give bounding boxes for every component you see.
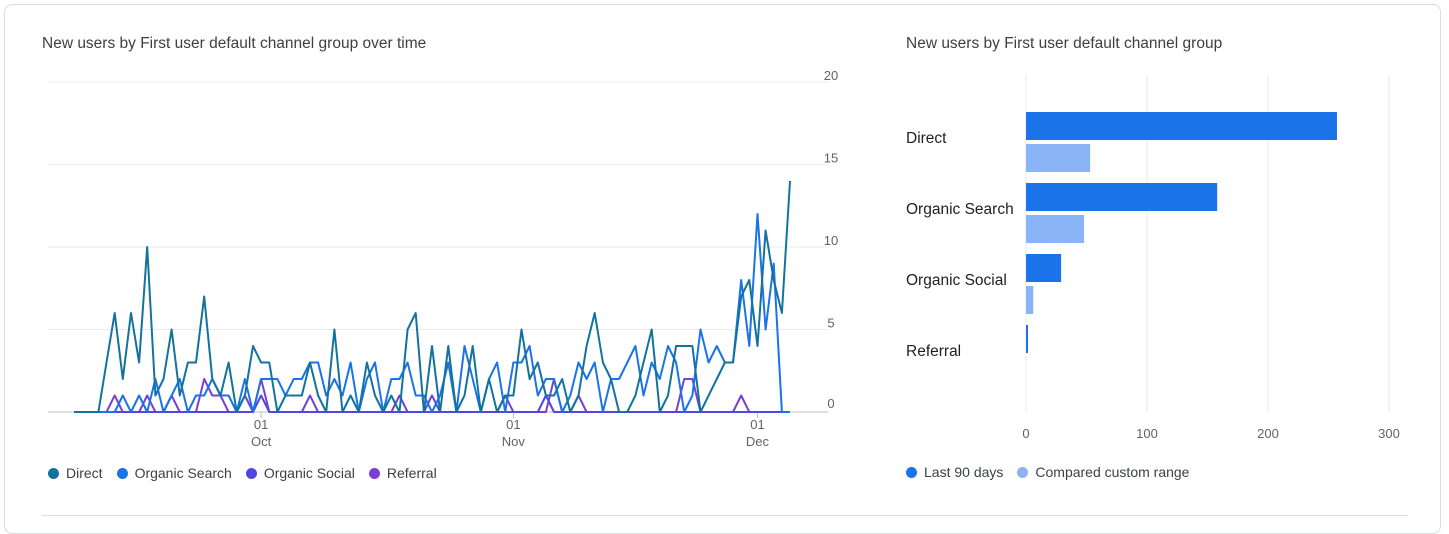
series-line-organic-search[interactable] <box>74 213 790 413</box>
legend-item-last-90-days[interactable]: Last 90 days <box>906 464 1003 480</box>
divider <box>42 515 1408 516</box>
y-tick-label: 5 <box>827 316 834 331</box>
bar-organic-search-compared-custom-range[interactable] <box>1026 215 1085 243</box>
category-label: Referral <box>906 343 961 360</box>
category-label: Direct <box>906 130 947 147</box>
category-label: Organic Search <box>906 201 1014 218</box>
x-tick-label: 100 <box>1136 426 1158 441</box>
legend-swatch <box>116 467 128 479</box>
legend-swatch <box>1017 466 1029 478</box>
legend-label: Compared custom range <box>1035 464 1190 480</box>
x-tick-month: Dec <box>746 434 770 449</box>
y-tick-label: 15 <box>824 151 838 166</box>
series-line-direct[interactable] <box>74 180 791 413</box>
legend-item-referral[interactable]: Referral <box>368 465 437 481</box>
line-chart-legend: Direct Organic Search Organic Social Referr… <box>48 465 451 481</box>
legend-item-organic-social[interactable]: Organic Social <box>245 465 355 481</box>
legend-label: Organic Search <box>134 465 232 481</box>
x-tick-label: 0 <box>1022 426 1029 441</box>
y-tick-label: 20 <box>824 68 838 83</box>
legend-swatch <box>245 467 257 479</box>
bar-direct-last-90-days[interactable] <box>1026 112 1337 140</box>
category-label: Organic Social <box>906 272 1007 289</box>
x-tick-month: Oct <box>251 434 272 449</box>
y-tick-label: 10 <box>824 233 838 248</box>
legend-label: Organic Social <box>263 465 355 481</box>
legend-label: Referral <box>386 465 437 481</box>
x-tick-day: 01 <box>506 417 520 432</box>
x-tick-month: Nov <box>502 434 526 449</box>
bar-organic-social-last-90-days[interactable] <box>1026 254 1062 282</box>
bar-chart: 0 100 200 300 Direct Organic Search Organic So… <box>906 75 1400 441</box>
y-tick-label: 0 <box>827 396 834 411</box>
report-card <box>4 4 1441 534</box>
bar-chart-legend: Last 90 days Compared custom range <box>906 464 1203 480</box>
bar-organic-search-last-90-days[interactable] <box>1026 183 1218 211</box>
bar-organic-social-compared-custom-range[interactable] <box>1026 286 1034 314</box>
legend-swatch <box>906 466 917 478</box>
line-chart: 0 5 10 15 20 01 Oct 01 Nov 01 Dec <box>48 68 838 449</box>
bar-referral-last-90-days[interactable] <box>1026 325 1028 353</box>
legend-swatch <box>48 467 59 479</box>
x-tick-day: 01 <box>750 417 764 432</box>
legend-item-compared-custom-range[interactable]: Compared custom range <box>1017 464 1189 480</box>
line-chart-title: New users by First user default channel … <box>42 35 427 52</box>
legend-swatch <box>368 467 380 479</box>
x-tick-day: 01 <box>254 417 268 432</box>
x-tick-label: 300 <box>1378 426 1400 441</box>
legend-item-organic-search[interactable]: Organic Search <box>116 465 232 481</box>
bar-direct-compared-custom-range[interactable] <box>1026 144 1091 172</box>
legend-item-direct[interactable]: Direct <box>48 465 103 481</box>
legend-label: Direct <box>66 465 103 481</box>
x-tick-label: 200 <box>1257 426 1279 441</box>
bar-chart-title: New users by First user default channel … <box>906 35 1223 52</box>
legend-label: Last 90 days <box>924 464 1004 480</box>
